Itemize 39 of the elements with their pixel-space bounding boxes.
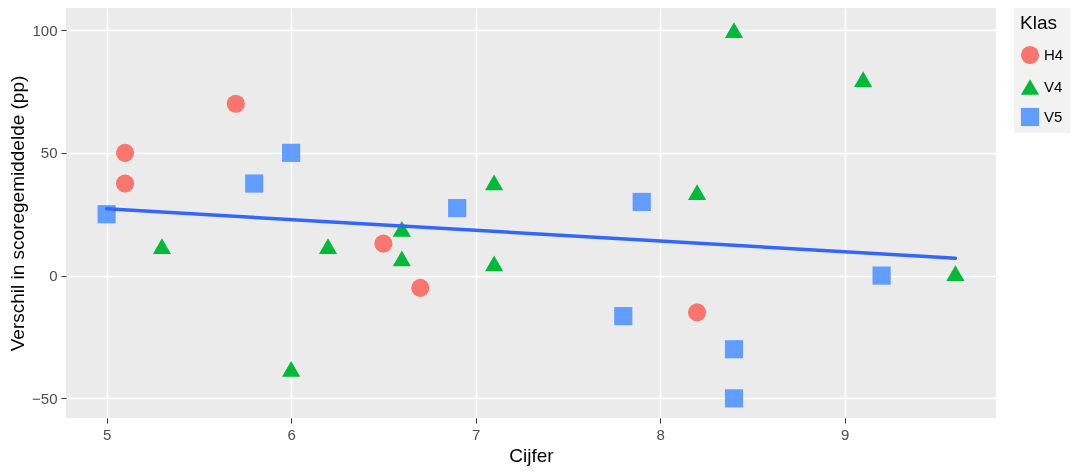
x-axis-title: Cijfer bbox=[509, 444, 555, 466]
y-tick-label: 50 bbox=[40, 144, 58, 162]
point bbox=[152, 238, 172, 255]
x-tick-label: 9 bbox=[841, 425, 850, 443]
point bbox=[872, 266, 891, 285]
point bbox=[485, 255, 504, 272]
legend-title: Klas bbox=[1020, 12, 1057, 33]
point bbox=[448, 199, 467, 218]
point bbox=[374, 234, 393, 253]
x-tick-label: 6 bbox=[287, 425, 296, 443]
point bbox=[724, 22, 744, 38]
point bbox=[614, 307, 633, 326]
y-tick-label: 0 bbox=[49, 267, 58, 285]
point bbox=[485, 174, 504, 191]
point bbox=[226, 94, 245, 113]
legend-label: V4 bbox=[1044, 78, 1063, 95]
point bbox=[411, 278, 430, 297]
point bbox=[724, 340, 744, 359]
point bbox=[946, 265, 965, 282]
point bbox=[687, 303, 707, 322]
point bbox=[687, 184, 707, 200]
point bbox=[282, 361, 301, 377]
x-tick-label: 8 bbox=[656, 425, 665, 443]
point bbox=[245, 174, 264, 193]
y-tick-label: −50 bbox=[32, 389, 58, 407]
point bbox=[724, 389, 744, 408]
point bbox=[318, 238, 338, 255]
y-axis-title: Verschil in scoregemiddelde (pp) bbox=[7, 75, 29, 352]
y-tick-label: 100 bbox=[32, 21, 58, 39]
point bbox=[115, 143, 135, 162]
point bbox=[632, 192, 651, 212]
point bbox=[282, 143, 301, 162]
x-tick-label: 7 bbox=[471, 425, 481, 443]
x-tick-label: 5 bbox=[102, 425, 112, 443]
point bbox=[392, 250, 411, 267]
legend-label: V5 bbox=[1044, 108, 1063, 125]
point bbox=[854, 71, 873, 88]
legend-label: H4 bbox=[1044, 46, 1064, 63]
point bbox=[115, 174, 135, 193]
